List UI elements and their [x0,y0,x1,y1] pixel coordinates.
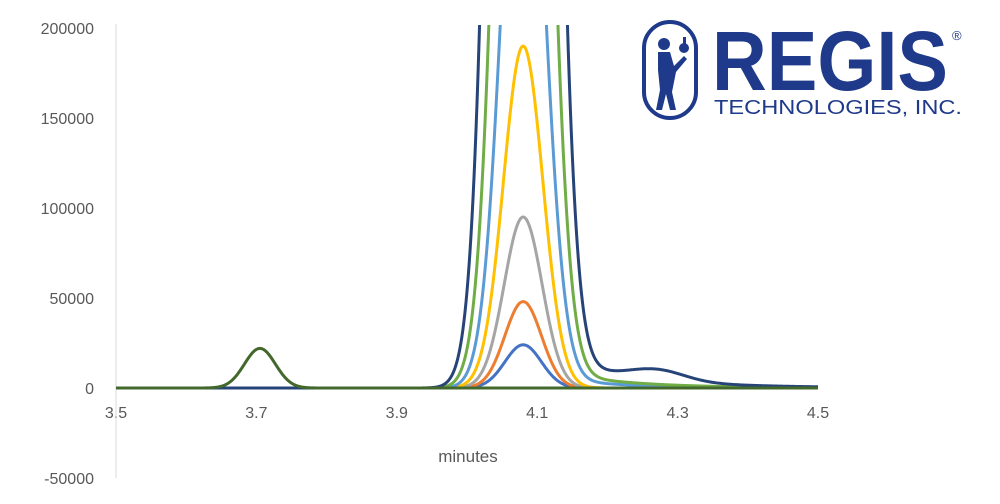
y-tick-label: 50000 [50,291,95,308]
series-line-8 [115,346,819,390]
x-axis-tick-labels: 3.5 3.7 3.9 4.1 4.3 4.5 [105,405,829,422]
x-tick-label: 3.9 [386,405,408,422]
series-lines [115,25,819,390]
x-tick-label: 4.5 [807,405,829,422]
x-tick-label: 3.7 [245,405,267,422]
y-axis-tick-labels: 200000 150000 100000 50000 0 -50000 [41,21,94,488]
logo-subtitle: TECHNOLOGIES, INC. [714,97,962,119]
x-tick-label: 4.3 [666,405,688,422]
x-tick-label: 4.1 [526,405,548,422]
regis-logo: REGIS ® TECHNOLOGIES, INC. [642,14,962,120]
y-tick-label: 0 [85,381,94,398]
x-axis-title: minutes [438,447,498,466]
y-tick-label: -50000 [44,471,94,488]
registered-mark: ® [952,28,962,43]
y-tick-label: 150000 [41,111,94,128]
scientist-holding-flask-icon [642,20,698,120]
y-tick-label: 200000 [41,21,94,38]
y-tick-label: 100000 [41,201,94,218]
series-line-7 [115,25,819,390]
logo-wordmark: REGIS [712,14,948,108]
